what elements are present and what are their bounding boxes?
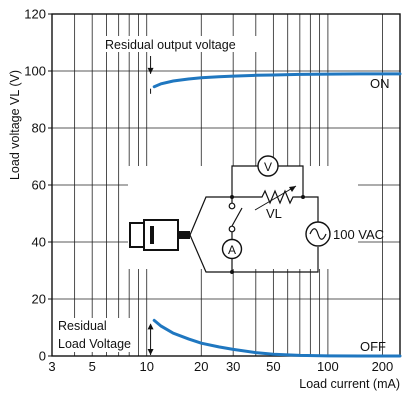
wire: [189, 196, 232, 236]
x-tick-label: 5: [89, 359, 96, 374]
arrow-head: [147, 67, 154, 74]
variable-arrow-icon: [254, 185, 297, 211]
annotation-bg: [98, 36, 258, 52]
y-tick-label: 60: [32, 178, 46, 193]
residual-load-voltage-label-1: Residual: [58, 319, 107, 333]
switch-contact-icon: [228, 225, 236, 233]
sensor-body-icon: [143, 219, 179, 251]
arrow-head: [147, 323, 154, 330]
y-axis-label: Load voltage VL (V): [8, 70, 22, 180]
y-tick-label: 120: [24, 7, 46, 22]
x-tick-label: 100: [317, 359, 339, 374]
wire: [189, 234, 319, 273]
y-tick-label: 0: [39, 349, 46, 364]
variable-arrow-head-icon: [289, 186, 296, 192]
series-line-on: [152, 72, 402, 89]
curves: [152, 72, 402, 358]
x-tick-label: 30: [226, 359, 240, 374]
load-label: VL: [266, 206, 282, 221]
y-tick-label: 40: [32, 235, 46, 250]
x-axis-label: Load current (mA): [299, 377, 400, 391]
residual-load-voltage-label-2: Load Voltage: [58, 337, 131, 351]
series-label-on: ON: [370, 76, 390, 91]
series-label-off: OFF: [360, 339, 386, 354]
y-tick-label: 100: [24, 64, 46, 79]
switch-blade-icon: [231, 207, 243, 227]
voltmeter-label: V: [264, 160, 272, 174]
x-tick-label: 50: [266, 359, 280, 374]
series-line-off: [152, 318, 402, 358]
annotations: Residual output voltage Residual Load Volt…: [55, 36, 258, 355]
ammeter-label: A: [228, 243, 236, 257]
residual-output-voltage-label: Residual output voltage: [105, 38, 236, 52]
supply-label: 100 VAC: [333, 227, 384, 242]
sensor-head-icon: [129, 222, 145, 248]
switch-contact-icon: [228, 202, 236, 210]
sensor-cable-icon: [178, 231, 190, 239]
x-tick-label: 20: [194, 359, 208, 374]
junction-dot: [230, 270, 234, 274]
sensor-thread-icon: [150, 226, 154, 244]
y-tick-label: 80: [32, 121, 46, 136]
circuit-background: [128, 166, 358, 269]
axes: 0 20 40 60 80 100 120 3 5 10 20 30 50 100 200: [24, 7, 401, 374]
wire: [231, 165, 258, 197]
arrow-head: [147, 349, 154, 355]
y-tick-label: 20: [32, 292, 46, 307]
sine-wave-icon: [309, 228, 327, 240]
wire: [303, 196, 319, 222]
x-tick-label: 3: [48, 359, 55, 374]
x-tick-label: 200: [372, 359, 394, 374]
test-circuit-diagram: A VL V 100 VAC: [128, 155, 384, 274]
labels: Load current (mA) Load voltage VL (V) ON OF…: [8, 70, 400, 391]
annotation-bg: [55, 318, 137, 352]
wire: [278, 165, 304, 197]
x-tick-label: 10: [139, 359, 153, 374]
